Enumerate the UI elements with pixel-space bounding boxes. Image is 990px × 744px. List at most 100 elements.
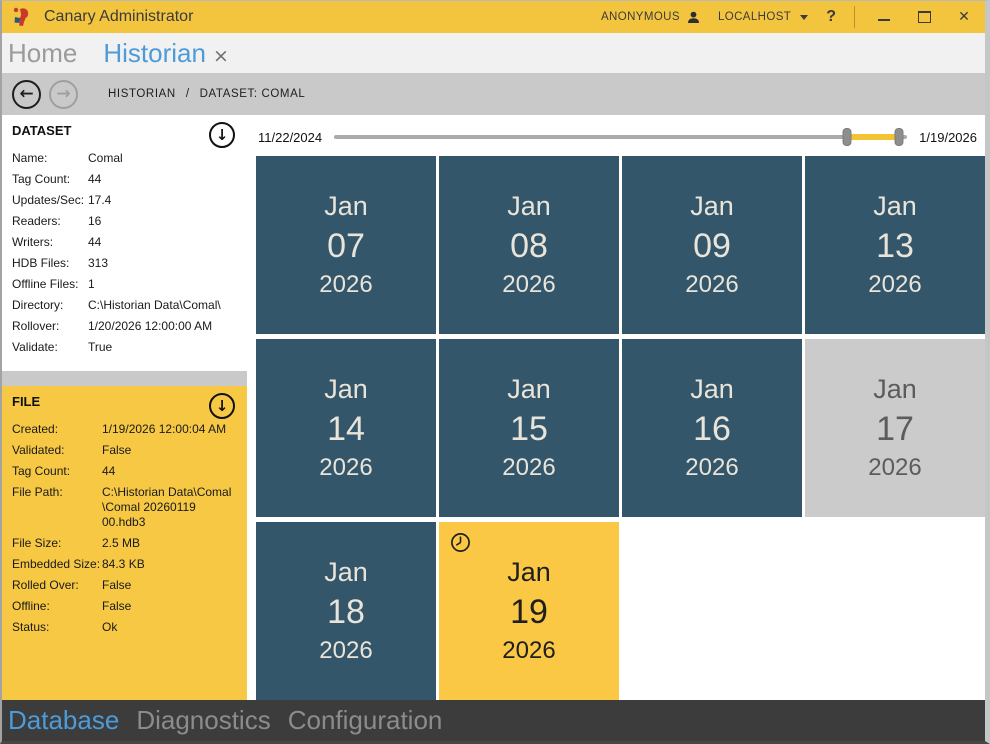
forward-button[interactable]: →	[49, 79, 78, 109]
tile-month: Jan	[690, 191, 734, 221]
date-tile-jan-14[interactable]: Jan 14 2026	[256, 339, 436, 517]
breadcrumb-item: DATASET: COMAL	[199, 88, 306, 100]
help-button[interactable]: ?	[826, 8, 836, 25]
tile-month: Jan	[324, 191, 368, 221]
field-row: Offline: False	[12, 599, 237, 614]
field-value: 1	[88, 277, 95, 291]
user-menu[interactable]: ANONYMOUS	[601, 11, 700, 24]
field-value: 44	[102, 464, 116, 478]
field-value: C:\Historian Data\Comal \Comal 20260119 …	[102, 485, 232, 529]
titlebar-divider	[854, 6, 855, 28]
bottom-tab-database[interactable]: Database	[8, 705, 120, 735]
tile-year: 2026	[319, 271, 373, 298]
date-tile-jan-07[interactable]: Jan 07 2026	[256, 156, 436, 334]
tile-month: Jan	[873, 191, 917, 221]
field-value: 44	[88, 235, 102, 249]
dataset-panel-title: DATASET	[12, 123, 72, 138]
slider-selected-range	[846, 134, 899, 140]
tile-month: Jan	[324, 557, 368, 587]
tile-year: 2026	[868, 271, 922, 298]
tab-home[interactable]: Home	[8, 38, 77, 69]
date-tile-jan-19[interactable]: Jan 19 2026	[439, 522, 619, 700]
date-tile-jan-09[interactable]: Jan 09 2026	[622, 156, 802, 334]
date-range-slider: 11/22/2024 1/19/2026	[258, 126, 977, 148]
field-row: File Path: C:\Historian Data\Comal \Comal…	[12, 485, 237, 530]
field-value: 16	[88, 214, 102, 228]
file-fields: Created: 1/19/2026 12:00:04 AM Validated: F…	[12, 422, 237, 635]
breadcrumb-item[interactable]: HISTORIAN	[108, 88, 176, 100]
date-tile-jan-08[interactable]: Jan 08 2026	[439, 156, 619, 334]
close-tab-icon[interactable]: ×	[212, 44, 229, 67]
field-label: Embedded Size:	[12, 557, 101, 571]
tile-day: 16	[693, 410, 731, 448]
field-value: 84.3 KB	[102, 557, 145, 571]
field-value: False	[102, 443, 132, 457]
tab-historian[interactable]: Historian ×	[103, 38, 229, 69]
file-tile-grid: Jan 07 2026 Jan 08 2026 Jan 09 2026 Jan 13 2026 Jan 1…	[256, 156, 985, 700]
field-value: C:\Historian Data\Comal\	[88, 298, 221, 312]
file-collapse-button[interactable]: ↓	[209, 393, 235, 419]
maximize-button[interactable]	[913, 6, 935, 28]
tile-month: Jan	[507, 191, 551, 221]
field-row: Tag Count: 44	[12, 172, 237, 187]
bottom-tab-bar: Database Diagnostics Configuration	[2, 700, 985, 741]
sidebar: DATASET ↓ Name: Comal Tag Count: 44 Updates/…	[2, 115, 247, 700]
main-content: 11/22/2024 1/19/2026 Jan 07 2026 Jan 08 2026 J…	[247, 115, 985, 700]
tile-month: Jan	[507, 374, 551, 404]
field-value: False	[102, 578, 132, 592]
tile-day: 09	[693, 227, 731, 265]
navigation-bar: ← → HISTORIAN / DATASET: COMAL	[2, 73, 985, 115]
field-row: Status: Ok	[12, 620, 237, 635]
field-row: Directory: C:\Historian Data\Comal\	[12, 298, 237, 313]
field-row: Offline Files: 1	[12, 277, 237, 292]
field-row: Rolled Over: False	[12, 578, 237, 593]
field-value: 1/20/2026 12:00:00 AM	[88, 319, 213, 333]
date-tile-jan-18[interactable]: Jan 18 2026	[256, 522, 436, 700]
field-row: Embedded Size: 84.3 KB	[12, 557, 237, 572]
field-label: Validate:	[12, 340, 58, 354]
dataset-collapse-button[interactable]: ↓	[209, 122, 235, 148]
field-label: Name:	[12, 151, 48, 165]
field-label: Created:	[12, 422, 59, 436]
slider-handle-end[interactable]	[894, 128, 904, 146]
slider-handle-start[interactable]	[842, 128, 852, 146]
date-tile-jan-16[interactable]: Jan 16 2026	[622, 339, 802, 517]
tile-day: 19	[510, 593, 548, 631]
user-label: ANONYMOUS	[600, 11, 680, 23]
tile-day: 15	[510, 410, 548, 448]
window-title: Canary Administrator	[44, 8, 194, 25]
tile-year: 2026	[685, 271, 739, 298]
field-row: HDB Files: 313	[12, 256, 237, 271]
date-tile-jan-17[interactable]: Jan 17 2026	[805, 339, 985, 517]
breadcrumb: HISTORIAN / DATASET: COMAL	[108, 88, 305, 100]
tile-day: 07	[327, 227, 365, 265]
field-row: Validated: False	[12, 443, 237, 458]
date-tile-jan-13[interactable]: Jan 13 2026	[805, 156, 985, 334]
tile-day: 08	[510, 227, 548, 265]
field-label: Validated:	[12, 443, 65, 457]
back-button[interactable]: ←	[12, 79, 41, 109]
field-label: Status:	[12, 620, 50, 634]
field-label: HDB Files:	[12, 256, 70, 270]
field-row: Validate: True	[12, 340, 237, 355]
field-value: 2.5 MB	[102, 536, 141, 550]
close-button[interactable]: ✕	[958, 9, 970, 25]
canary-logo-icon	[13, 7, 29, 26]
host-selector[interactable]: LOCALHOST	[718, 11, 809, 23]
tile-month: Jan	[690, 374, 734, 404]
slider-track[interactable]	[334, 128, 908, 146]
date-tile-jan-15[interactable]: Jan 15 2026	[439, 339, 619, 517]
field-row: Created: 1/19/2026 12:00:04 AM	[12, 422, 237, 437]
minimize-button[interactable]	[873, 6, 895, 28]
tile-year: 2026	[502, 271, 556, 298]
titlebar: Canary Administrator ANONYMOUS LOCALHOST…	[2, 1, 985, 33]
dataset-fields: Name: Comal Tag Count: 44 Updates/Sec: 17.4 Re…	[12, 151, 237, 355]
field-row: Readers: 16	[12, 214, 237, 229]
tile-month: Jan	[507, 557, 551, 587]
field-label: Tag Count:	[12, 172, 71, 186]
clock-icon	[451, 533, 470, 552]
bottom-tab-diagnostics[interactable]: Diagnostics	[136, 705, 271, 735]
range-end-label: 1/19/2026	[919, 129, 977, 145]
bottom-tab-configuration[interactable]: Configuration	[287, 705, 443, 735]
field-value: 44	[88, 172, 102, 186]
